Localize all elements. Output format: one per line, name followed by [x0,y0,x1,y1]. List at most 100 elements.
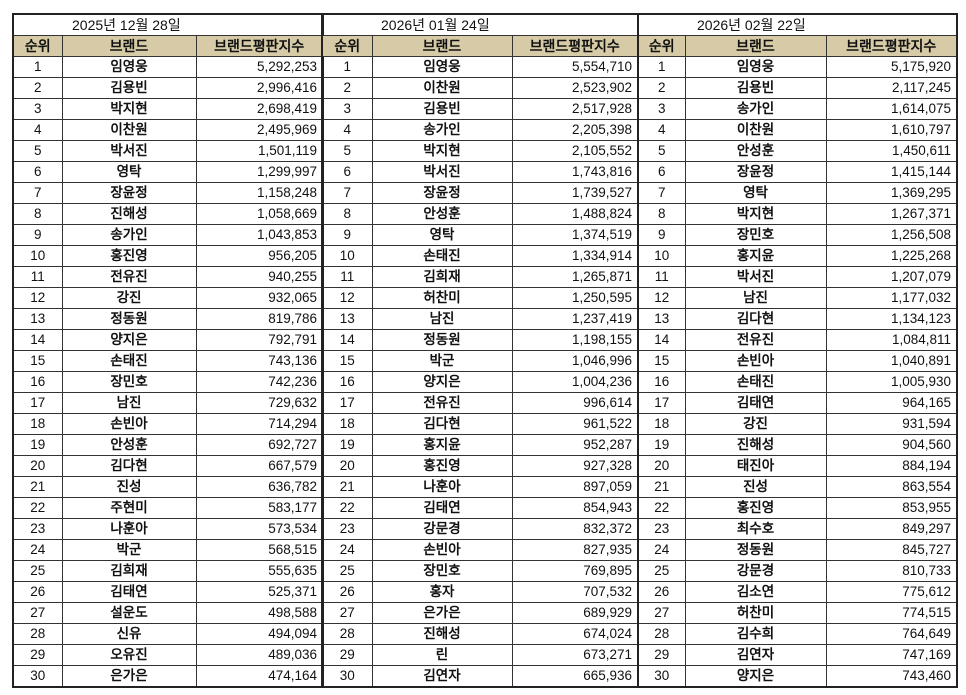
score-cell: 863,554 [825,476,958,498]
brand-cell: 장민호 [371,560,513,582]
score-cell: 764,649 [825,623,958,645]
table-row: 8 박지현 1,267,371 [637,203,958,225]
brand-cell: 진해성 [684,434,827,456]
brand-cell: 박지현 [371,140,513,162]
table-row: 12 허찬미 1,250,595 [321,287,639,309]
table-row: 3 박지현 2,698,419 [12,98,324,120]
rank-cell: 3 [12,98,63,120]
rank-cell: 24 [321,539,373,561]
brand-cell: 정동원 [684,539,827,561]
brand-cell: 최수호 [684,518,827,540]
table-row: 27 설운도 498,588 [12,602,324,624]
table-row: 23 최수호 849,297 [637,518,958,540]
score-cell: 792,791 [195,329,324,351]
score-cell: 1,084,811 [825,329,958,351]
score-cell: 1,267,371 [825,203,958,225]
rank-cell: 25 [321,560,373,582]
table-row: 22 김태연 854,943 [321,497,639,519]
brand-cell: 송가인 [371,119,513,141]
score-cell: 1,158,248 [195,182,324,204]
table-row: 27 은가은 689,929 [321,602,639,624]
score-cell: 1,369,295 [825,182,958,204]
rank-cell: 3 [321,98,373,120]
table-row: 11 전유진 940,255 [12,266,324,288]
brand-cell: 김태연 [684,392,827,414]
brand-cell: 송가인 [61,224,197,246]
brand-cell: 홍진영 [371,455,513,477]
brand-cell: 진성 [684,476,827,498]
table-row: 3 송가인 1,614,075 [637,98,958,120]
rank-cell: 13 [12,308,63,330]
brand-cell: 임영웅 [684,56,827,78]
score-cell: 1,198,155 [511,329,639,351]
rank-cell: 5 [321,140,373,162]
brand-cell: 은가은 [371,602,513,624]
rank-cell: 12 [321,287,373,309]
brand-cell: 박서진 [371,161,513,183]
brand-cell: 진해성 [371,623,513,645]
table-row: 25 김희재 555,635 [12,560,324,582]
table-row: 21 진성 863,554 [637,476,958,498]
brand-cell: 강진 [684,413,827,435]
score-cell: 673,271 [511,644,639,666]
brand-cell: 손태진 [371,245,513,267]
table-row: 24 정동원 845,727 [637,539,958,561]
header-score: 브랜드평판지수 [511,35,639,57]
brand-cell: 김태연 [371,497,513,519]
score-cell: 927,328 [511,455,639,477]
table-row: 17 남진 729,632 [12,392,324,414]
header-brand: 브랜드 [684,35,827,57]
score-cell: 5,175,920 [825,56,958,78]
table-row: 10 홍진영 956,205 [12,245,324,267]
score-cell: 636,782 [195,476,324,498]
rank-cell: 10 [637,245,686,267]
rank-cell: 16 [321,371,373,393]
table-row: 5 안성훈 1,450,611 [637,140,958,162]
rank-cell: 27 [321,602,373,624]
table-row: 21 진성 636,782 [12,476,324,498]
rank-cell: 26 [12,581,63,603]
score-cell: 1,501,119 [195,140,324,162]
rank-cell: 23 [12,518,63,540]
rank-cell: 4 [12,119,63,141]
table-row: 2 이찬원 2,523,902 [321,77,639,99]
score-cell: 494,094 [195,623,324,645]
score-cell: 1,134,123 [825,308,958,330]
brand-cell: 양지은 [684,665,827,688]
table-row: 9 송가인 1,043,853 [12,224,324,246]
brand-cell: 신유 [61,623,197,645]
rank-cell: 19 [637,434,686,456]
score-cell: 1,450,611 [825,140,958,162]
score-cell: 940,255 [195,266,324,288]
rank-cell: 8 [637,203,686,225]
score-cell: 1,005,930 [825,371,958,393]
score-cell: 573,534 [195,518,324,540]
score-cell: 1,040,891 [825,350,958,372]
brand-cell: 김다현 [61,455,197,477]
brand-cell: 은가은 [61,665,197,688]
table-row: 6 영탁 1,299,997 [12,161,324,183]
table-row: 23 강문경 832,372 [321,518,639,540]
score-cell: 952,287 [511,434,639,456]
brand-cell: 장윤정 [684,161,827,183]
table-row: 6 장윤정 1,415,144 [637,161,958,183]
rank-cell: 14 [321,329,373,351]
table-row: 19 진해성 904,560 [637,434,958,456]
table-date: 2025년 12월 28일 [12,13,324,36]
rank-cell: 2 [321,77,373,99]
brand-cell: 안성훈 [371,203,513,225]
table-row: 9 장민호 1,256,508 [637,224,958,246]
rank-cell: 14 [637,329,686,351]
rank-cell: 4 [321,119,373,141]
score-cell: 845,727 [825,539,958,561]
rank-cell: 1 [637,56,686,78]
brand-cell: 양지은 [371,371,513,393]
table-row: 14 전유진 1,084,811 [637,329,958,351]
brand-cell: 박군 [371,350,513,372]
brand-cell: 나훈아 [61,518,197,540]
brand-cell: 김희재 [61,560,197,582]
brand-cell: 안성훈 [61,434,197,456]
score-cell: 743,460 [825,665,958,688]
score-cell: 692,727 [195,434,324,456]
brand-cell: 김수희 [684,623,827,645]
